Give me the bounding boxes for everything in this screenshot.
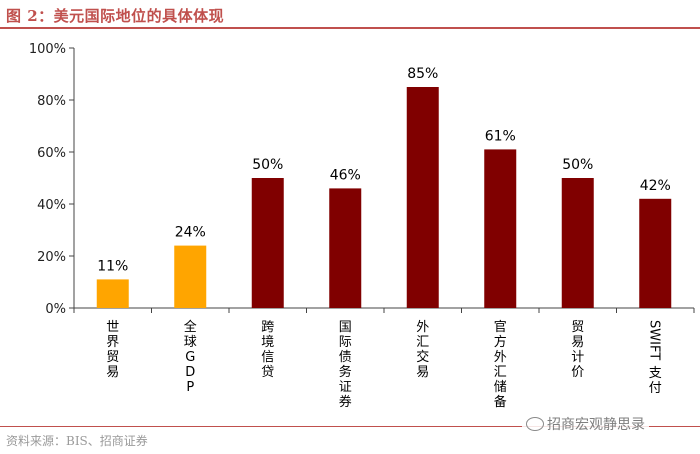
- x-category-label-char: 贸: [571, 320, 584, 335]
- y-tick-label: 60%: [37, 146, 66, 161]
- x-category-label-char: 务: [339, 364, 352, 380]
- x-category-label-char: 全: [184, 319, 197, 335]
- x-category-label-char: 界: [106, 335, 119, 350]
- x-category-label-char: 交: [416, 349, 429, 365]
- x-category-label-latin: SWIFT: [646, 320, 661, 360]
- data-label: 46%: [330, 167, 361, 183]
- x-category-label-char: 境: [261, 335, 274, 350]
- x-category-label-char: 易: [106, 365, 119, 380]
- data-label: 85%: [407, 66, 438, 82]
- bar: [174, 245, 207, 308]
- y-tick-label: 80%: [37, 94, 66, 109]
- y-tick-label: 100%: [29, 42, 66, 57]
- y-tick-label: 0%: [45, 302, 66, 317]
- x-category-label-char: 计: [571, 350, 584, 365]
- source-note: 资料来源：BIS、招商证券: [6, 434, 148, 448]
- figure-title: 图 2：美元国际地位的具体体现: [6, 7, 225, 25]
- x-category-label-char: 球: [184, 335, 197, 350]
- x-category-label-char: 跨: [261, 320, 274, 335]
- x-category-label-char: G: [185, 350, 195, 365]
- y-tick-label: 40%: [37, 198, 66, 213]
- bar: [639, 198, 672, 308]
- data-label: 50%: [562, 157, 593, 173]
- x-category-label-char: 官: [494, 319, 507, 335]
- data-label: 61%: [485, 128, 516, 144]
- y-tick-label: 20%: [37, 250, 66, 265]
- x-category-label-char: 价: [571, 365, 584, 380]
- x-category-label-char: 储: [494, 380, 507, 395]
- x-category-label-char: 支: [649, 366, 662, 381]
- bar: [561, 178, 594, 308]
- data-label: 11%: [97, 258, 128, 274]
- bar: [484, 149, 517, 308]
- x-category-label-char: 付: [649, 381, 662, 396]
- data-label: 42%: [640, 178, 671, 194]
- x-category-label-char: 券: [339, 394, 352, 410]
- x-category-label-char: 国: [339, 320, 352, 335]
- x-category-label-char: P: [186, 380, 194, 395]
- watermark: 招商宏观静思录: [522, 413, 649, 435]
- data-label: 50%: [252, 157, 283, 173]
- title-divider: [0, 27, 700, 29]
- x-category-label-char: 外: [416, 320, 429, 335]
- x-category-label-char: 贸: [106, 350, 119, 365]
- chart-labels: 11%世界贸易24%全球GDP50%跨境信贷46%国际债务证券85%外汇交易61…: [97, 66, 671, 410]
- bar: [251, 178, 284, 308]
- x-category-label-char: 证: [339, 380, 352, 395]
- wechat-icon: [526, 417, 544, 431]
- watermark-text: 招商宏观静思录: [547, 417, 645, 433]
- x-category-label-char: 际: [339, 335, 352, 350]
- x-category-label-char: 信: [261, 350, 274, 365]
- footer-divider: [0, 426, 700, 427]
- chart-bars: [96, 87, 672, 308]
- bar: [329, 188, 362, 308]
- x-category-label-char: 汇: [416, 335, 429, 350]
- x-category-label-char: 备: [494, 394, 507, 410]
- x-category-label-char: D: [185, 365, 195, 380]
- x-category-label-char: 世: [106, 320, 119, 335]
- x-category-label-char: 贷: [261, 365, 274, 380]
- data-label: 24%: [175, 225, 206, 241]
- bar: [96, 279, 129, 308]
- x-category-label-char: 方: [494, 334, 507, 350]
- x-category-label-char: 外: [494, 350, 507, 365]
- chart-axes: 0% 20% 40% 60% 80% 100%: [29, 42, 695, 317]
- x-category-label: SWIFT 支付: [646, 320, 662, 396]
- x-category-label-char: 易: [416, 365, 429, 380]
- x-category-label-char: 易: [571, 335, 584, 350]
- bar: [406, 87, 439, 308]
- x-category-label-char: 汇: [494, 365, 507, 380]
- x-category-label-char: 债: [339, 350, 352, 365]
